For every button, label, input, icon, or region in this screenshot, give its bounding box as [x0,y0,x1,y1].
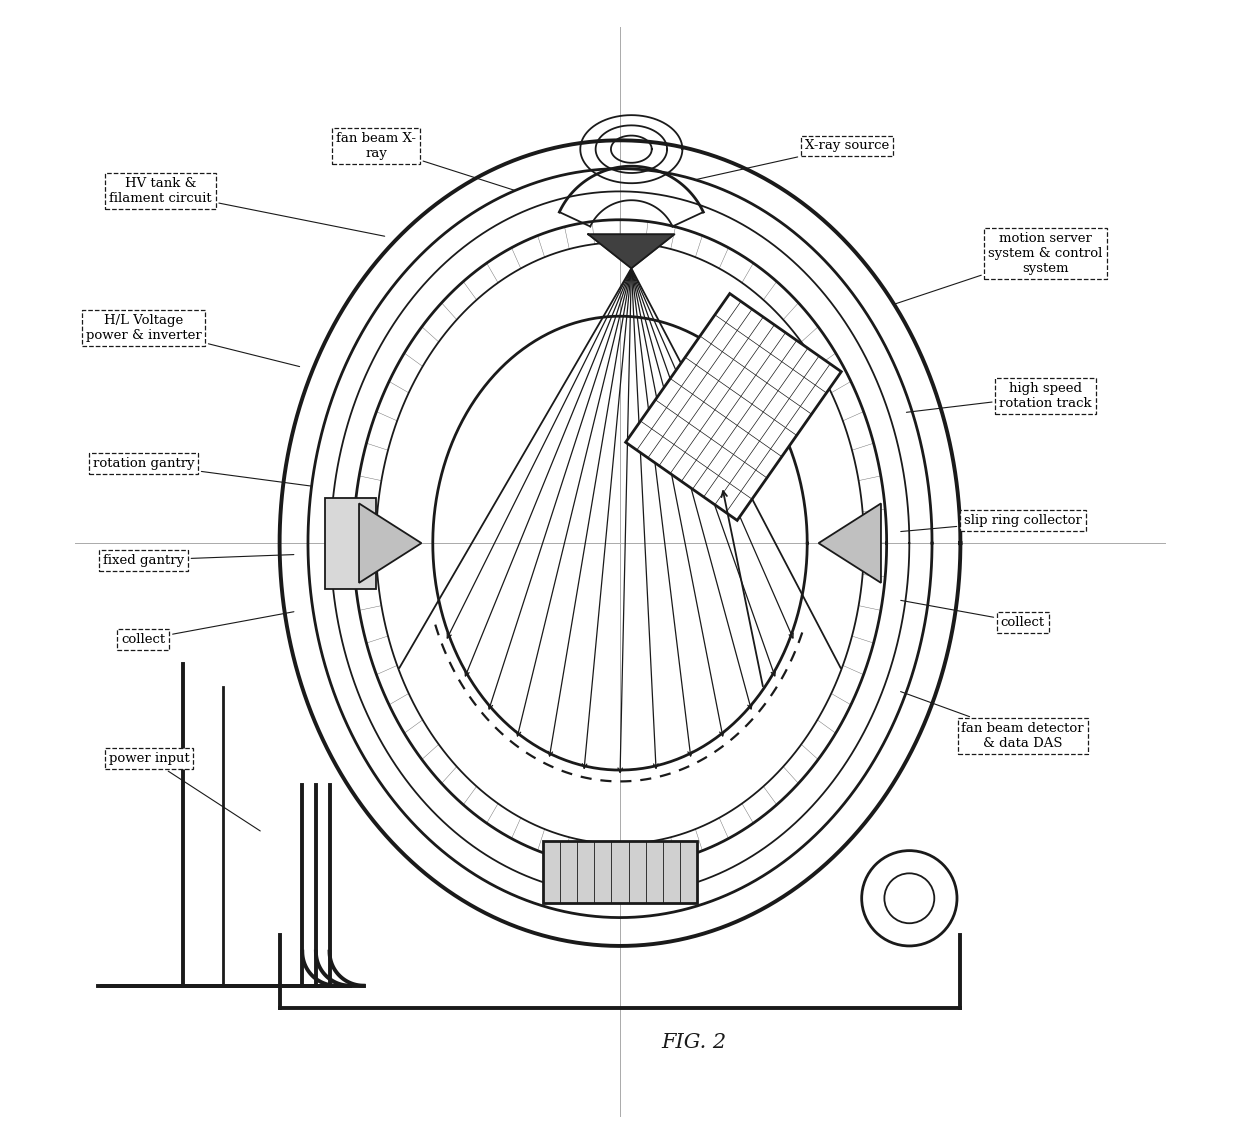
Text: high speed
rotation track: high speed rotation track [906,382,1091,413]
Text: power input: power input [109,752,260,831]
Circle shape [862,850,957,946]
Polygon shape [626,294,841,520]
Bar [325,497,376,589]
Text: FIG. 2: FIG. 2 [661,1033,727,1052]
Polygon shape [588,234,675,269]
Text: slip ring collector: slip ring collector [900,514,1081,531]
Text: collect: collect [900,600,1045,629]
Text: fixed gantry: fixed gantry [103,553,294,567]
Polygon shape [360,503,422,583]
Text: X-ray source: X-ray source [697,139,889,179]
Text: collect: collect [122,612,294,646]
Text: HV tank &
filament circuit: HV tank & filament circuit [109,177,384,237]
Text: motion server
system & control
system: motion server system & control system [895,232,1102,304]
Polygon shape [818,503,880,583]
Text: fan beam detector
& data DAS: fan beam detector & data DAS [900,692,1084,750]
Text: rotation gantry: rotation gantry [93,457,311,486]
Text: H/L Voltage
power & inverter: H/L Voltage power & inverter [86,313,300,367]
Circle shape [884,873,934,924]
Text: fan beam X-
ray: fan beam X- ray [336,131,516,191]
Bar [543,840,697,903]
